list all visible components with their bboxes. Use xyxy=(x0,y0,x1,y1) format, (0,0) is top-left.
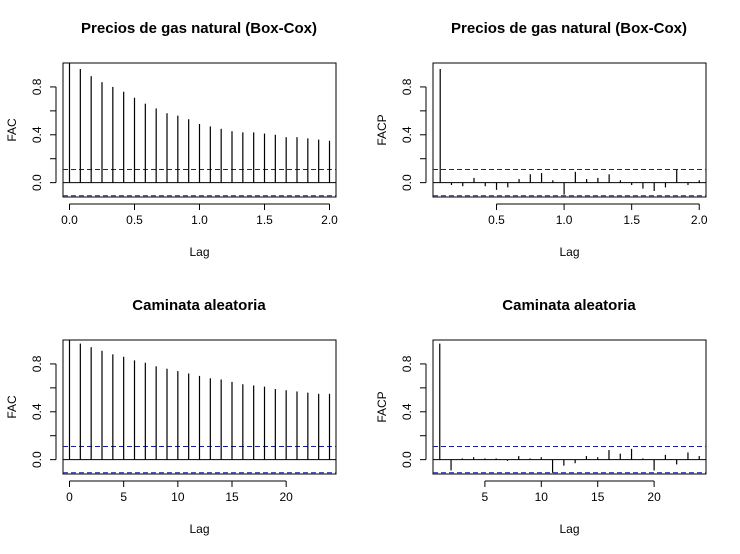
x-tick-label: 20 xyxy=(647,490,661,504)
y-tick-label: 0.4 xyxy=(30,126,44,143)
plot-frame xyxy=(432,339,707,475)
x-tick-label: 15 xyxy=(591,490,605,504)
y-tick-label: 0.8 xyxy=(30,78,44,95)
y-tick-label: 0.4 xyxy=(30,403,44,420)
x-tick-label: 5 xyxy=(482,490,489,504)
chart-title: Caminata aleatoria xyxy=(502,297,636,314)
y-axis-label: FAC xyxy=(5,118,19,142)
chart-panel-3: Caminata aleatoria 0 5 10 15 20 0.0 0.4 0.8 Lag FA… xyxy=(5,297,337,536)
x-tick-label: 1.0 xyxy=(191,213,208,227)
y-axis-label: FACP xyxy=(375,391,389,422)
y-tick-label: 0.8 xyxy=(400,355,414,372)
chart-title: Precios de gas natural (Box-Cox) xyxy=(81,20,317,37)
x-axis-label: Lag xyxy=(559,522,579,536)
x-axis-label: Lag xyxy=(559,245,579,259)
chart-panel-4: Caminata aleatoria 5 10 15 20 0.0 0.4 0.8 Lag FAC… xyxy=(375,297,707,536)
chart-panel-2: Precios de gas natural (Box-Cox) 0.5 1.0 1.… xyxy=(375,20,708,259)
chart-panel-1: Precios de gas natural (Box-Cox) 0.0 0.5 1.… xyxy=(5,20,338,259)
y-tick-label: 0.0 xyxy=(400,174,414,191)
y-tick-label: 0.8 xyxy=(30,355,44,372)
y-tick-label: 0.0 xyxy=(30,451,44,468)
x-tick-label: 2.0 xyxy=(691,213,708,227)
y-axis-label: FACP xyxy=(375,114,389,145)
x-tick-label: 1.5 xyxy=(623,213,640,227)
x-tick-label: 0.5 xyxy=(488,213,505,227)
x-tick-label: 2.0 xyxy=(321,213,338,227)
chart-title: Caminata aleatoria xyxy=(132,297,266,314)
x-tick-label: 0.0 xyxy=(61,213,78,227)
x-tick-label: 1.5 xyxy=(256,213,273,227)
y-axis-label: FAC xyxy=(5,395,19,419)
x-tick-label: 1.0 xyxy=(556,213,573,227)
y-tick-label: 0.4 xyxy=(400,126,414,143)
x-axis-label: Lag xyxy=(189,522,209,536)
plot-frame xyxy=(432,62,707,198)
x-tick-label: 20 xyxy=(279,490,293,504)
x-tick-label: 5 xyxy=(120,490,127,504)
x-tick-label: 0.5 xyxy=(126,213,143,227)
x-axis-label: Lag xyxy=(189,245,209,259)
x-tick-label: 15 xyxy=(225,490,239,504)
y-tick-label: 0.8 xyxy=(400,78,414,95)
y-tick-label: 0.4 xyxy=(400,403,414,420)
chart-title: Precios de gas natural (Box-Cox) xyxy=(451,20,687,37)
plot-frame xyxy=(62,62,337,198)
y-tick-label: 0.0 xyxy=(30,174,44,191)
x-tick-label: 10 xyxy=(171,490,185,504)
x-tick-label: 0 xyxy=(66,490,73,504)
plot-frame xyxy=(62,339,337,475)
x-tick-label: 10 xyxy=(535,490,549,504)
y-tick-label: 0.0 xyxy=(400,451,414,468)
